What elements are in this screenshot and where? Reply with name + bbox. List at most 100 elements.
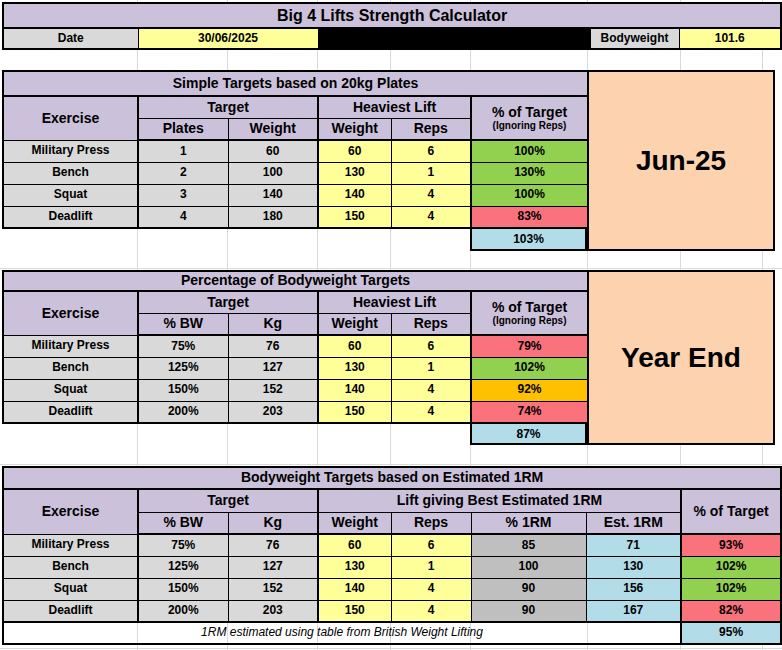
table-row: Squat 150% 152 140 4 90 156 102% <box>3 578 781 600</box>
bodyweight-pct-table: Percentage of Bodyweight Targets Exercis… <box>2 270 589 424</box>
pct-header-text: % of Target <box>492 104 567 120</box>
pct-1rm-header: % 1RM <box>471 512 586 534</box>
bodyweight-label: Bodyweight <box>590 28 679 49</box>
spreadsheet-canvas: Big 4 Lifts Strength Calculator Date 30/… <box>0 0 782 650</box>
lift-weight-cell[interactable]: 60 <box>318 140 391 162</box>
lift-reps-cell[interactable]: 4 <box>391 379 471 401</box>
pct-1rm-cell: 90 <box>471 600 586 622</box>
lift-reps-cell[interactable]: 6 <box>391 335 471 357</box>
exercise-header: Exercise <box>3 489 138 534</box>
lift-reps-cell[interactable]: 6 <box>391 140 471 162</box>
target-weight-cell: 100 <box>228 162 318 184</box>
lift-reps-cell[interactable]: 1 <box>391 556 471 578</box>
lift-reps-cell[interactable]: 4 <box>391 401 471 423</box>
month-label-box: Jun-25 <box>587 70 775 251</box>
estimated-1rm-table: Bodyweight Targets based on Estimated 1R… <box>2 466 782 645</box>
kg-cell: 152 <box>228 578 318 600</box>
lift-reps-cell[interactable]: 6 <box>391 534 471 556</box>
lift-weight-cell[interactable]: 130 <box>318 162 391 184</box>
lift-reps-cell[interactable]: 4 <box>391 600 471 622</box>
exercise-cell: Bench <box>3 357 138 379</box>
plates-header: Plates <box>138 118 228 140</box>
pct-bw-cell: 150% <box>138 578 228 600</box>
lift-weight-cell[interactable]: 60 <box>318 335 391 357</box>
est-1rm-header: Est. 1RM <box>586 512 681 534</box>
pct-of-target-cell: 100% <box>471 184 588 206</box>
exercise-cell: Bench <box>3 162 138 184</box>
lift-weight-cell[interactable]: 150 <box>318 401 391 423</box>
exercise-cell: Bench <box>3 556 138 578</box>
table-title: Bodyweight Targets based on Estimated 1R… <box>3 467 781 489</box>
kg-cell: 127 <box>228 357 318 379</box>
lift-reps-cell[interactable]: 1 <box>391 357 471 379</box>
lift-weight-cell[interactable]: 150 <box>318 600 391 622</box>
lift-weight-cell[interactable]: 60 <box>318 534 391 556</box>
table-title: Simple Targets based on 20kg Plates <box>3 71 588 96</box>
lift-reps-header: Reps <box>391 512 471 534</box>
pct-of-target-cell: 102% <box>681 578 781 600</box>
date-input-cell[interactable]: 30/06/2025 <box>138 28 318 49</box>
target-group-header: Target <box>138 489 318 512</box>
exercise-cell: Squat <box>3 379 138 401</box>
lift-reps-cell[interactable]: 4 <box>391 578 471 600</box>
est-1rm-cell: 167 <box>586 600 681 622</box>
exercise-cell: Deadlift <box>3 206 138 228</box>
gridline <box>0 464 782 465</box>
lift-weight-cell[interactable]: 140 <box>318 379 391 401</box>
table-row: Squat 150% 152 140 4 92% <box>3 379 588 401</box>
page-title: Big 4 Lifts Strength Calculator <box>3 3 781 28</box>
pct-1rm-cell: 100 <box>471 556 586 578</box>
date-label: Date <box>3 28 138 49</box>
pct-of-target-cell: 100% <box>471 140 588 162</box>
est-1rm-cell: 130 <box>586 556 681 578</box>
year-end-label: Year End <box>621 342 741 374</box>
exercise-cell: Military Press <box>3 335 138 357</box>
kg-cell: 152 <box>228 379 318 401</box>
pct-bw-header: % BW <box>138 313 228 335</box>
exercise-cell: Military Press <box>3 140 138 162</box>
table-row: Deadlift 200% 203 150 4 74% <box>3 401 588 423</box>
pct-1rm-cell: 90 <box>471 578 586 600</box>
gridline <box>0 268 782 269</box>
overall-pct-bodyweight: 87% <box>470 422 587 445</box>
pct-bw-cell: 200% <box>138 401 228 423</box>
lift-weight-header: Weight <box>318 313 391 335</box>
header-block: Big 4 Lifts Strength Calculator Date 30/… <box>2 2 782 50</box>
lift-weight-cell[interactable]: 130 <box>318 357 391 379</box>
lift-weight-cell[interactable]: 140 <box>318 184 391 206</box>
exercise-cell: Military Press <box>3 534 138 556</box>
pct-of-target-header: % of Target (Ignoring Reps) <box>471 96 588 140</box>
table-row: Squat 3 140 140 4 100% <box>3 184 588 206</box>
pct-bw-cell: 75% <box>138 534 228 556</box>
month-label: Jun-25 <box>636 145 726 177</box>
target-plates-cell: 1 <box>138 140 228 162</box>
overall-pct-1rm: 95% <box>681 622 781 644</box>
bodyweight-input-cell[interactable]: 101.6 <box>679 28 781 49</box>
kg-cell: 203 <box>228 600 318 622</box>
exercise-cell: Deadlift <box>3 401 138 423</box>
pct-of-target-header: % of Target <box>681 489 781 534</box>
pct-of-target-cell: 74% <box>471 401 588 423</box>
pct-bw-cell: 150% <box>138 379 228 401</box>
table-row: Deadlift 4 180 150 4 83% <box>3 206 588 228</box>
lift-reps-cell[interactable]: 4 <box>391 184 471 206</box>
lift-reps-header: Reps <box>391 313 471 335</box>
overall-pct-simple: 103% <box>470 227 587 251</box>
exercise-cell: Deadlift <box>3 600 138 622</box>
lift-reps-cell[interactable]: 4 <box>391 206 471 228</box>
simple-targets-table: Simple Targets based on 20kg Plates Exer… <box>2 70 589 229</box>
kg-cell: 76 <box>228 534 318 556</box>
lift-reps-cell[interactable]: 1 <box>391 162 471 184</box>
lift-weight-cell[interactable]: 130 <box>318 556 391 578</box>
table-row: Military Press 75% 76 60 6 85 71 93% <box>3 534 781 556</box>
lift-weight-cell[interactable]: 150 <box>318 206 391 228</box>
table-row: Bench 2 100 130 1 130% <box>3 162 588 184</box>
lift-weight-header: Weight <box>318 512 391 534</box>
pct-of-target-cell: 102% <box>471 357 588 379</box>
pct-of-target-cell: 82% <box>681 600 781 622</box>
lift-weight-cell[interactable]: 140 <box>318 578 391 600</box>
heaviest-lift-group-header: Heaviest Lift <box>318 291 471 313</box>
exercise-cell: Squat <box>3 578 138 600</box>
pct-bw-cell: 75% <box>138 335 228 357</box>
pct-of-target-cell: 92% <box>471 379 588 401</box>
